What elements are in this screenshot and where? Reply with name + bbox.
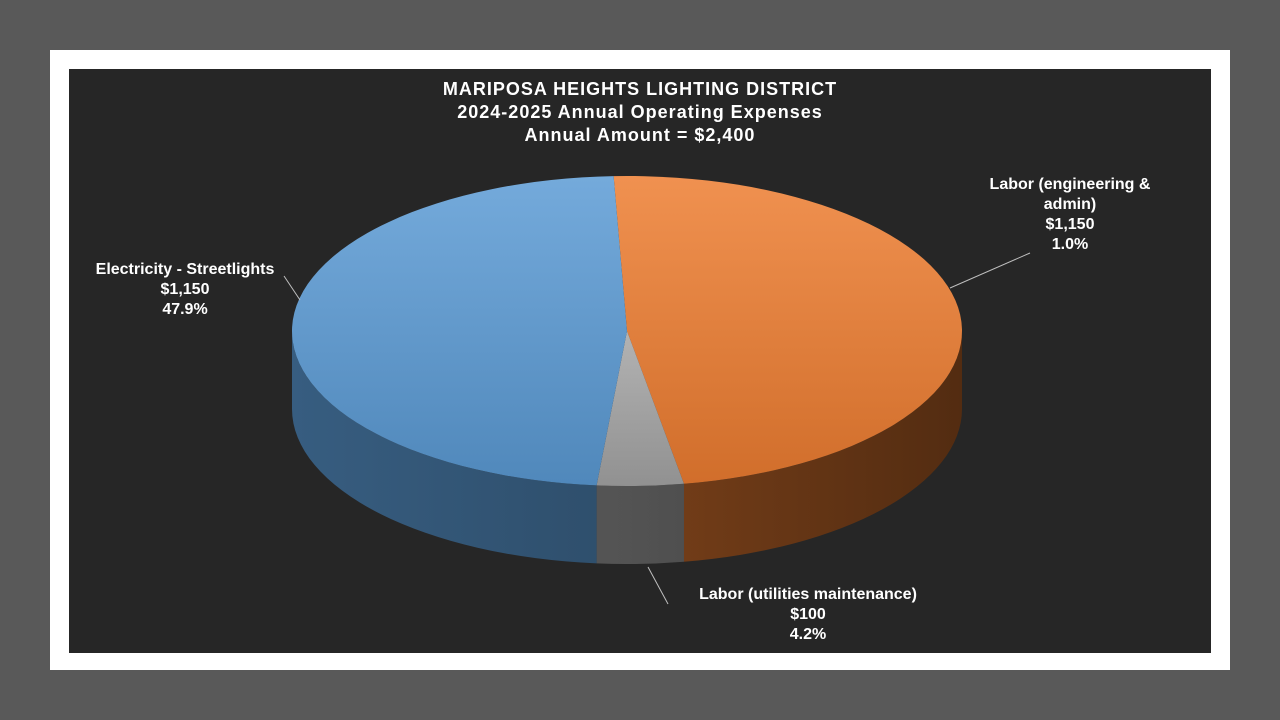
value-label: $1,150: [160, 281, 210, 298]
slice-side: [292, 331, 597, 564]
percent-label: 4.2%: [789, 626, 827, 643]
slice: [613, 176, 962, 484]
value-label: $100: [790, 606, 826, 623]
slice-side: [596, 483, 684, 564]
percent-label: 1.0%: [1051, 236, 1089, 253]
percent-label: 47.9%: [162, 301, 208, 318]
chart-title: MARIPOSA HEIGHTS LIGHTING DISTRICT: [442, 79, 838, 99]
value-label: $1,150: [1045, 216, 1095, 233]
data-label: Labor (engineering & admin) $1,150 1.0%: [975, 175, 1165, 255]
slice: [596, 331, 684, 486]
chart-subtitle: 2024-2025 Annual Operating Expenses: [457, 102, 823, 122]
leader-lines: [283, 252, 1031, 605]
category-label: Labor (utilities maintenance): [699, 586, 917, 603]
leader-line: [647, 566, 669, 605]
leader-line: [949, 252, 1031, 289]
data-label: Electricity - Streetlights $1,150 47.9%: [70, 260, 300, 320]
slice: [292, 176, 627, 486]
data-label: Labor (utilities maintenance) $100 4.2%: [668, 585, 948, 645]
slice-side: [683, 331, 963, 562]
category-label: Electricity - Streetlights: [95, 261, 275, 278]
leader-line: [283, 275, 301, 301]
category-label: Labor (engineering & admin): [989, 176, 1151, 213]
total-label: Annual Amount = $2,400: [524, 125, 756, 145]
